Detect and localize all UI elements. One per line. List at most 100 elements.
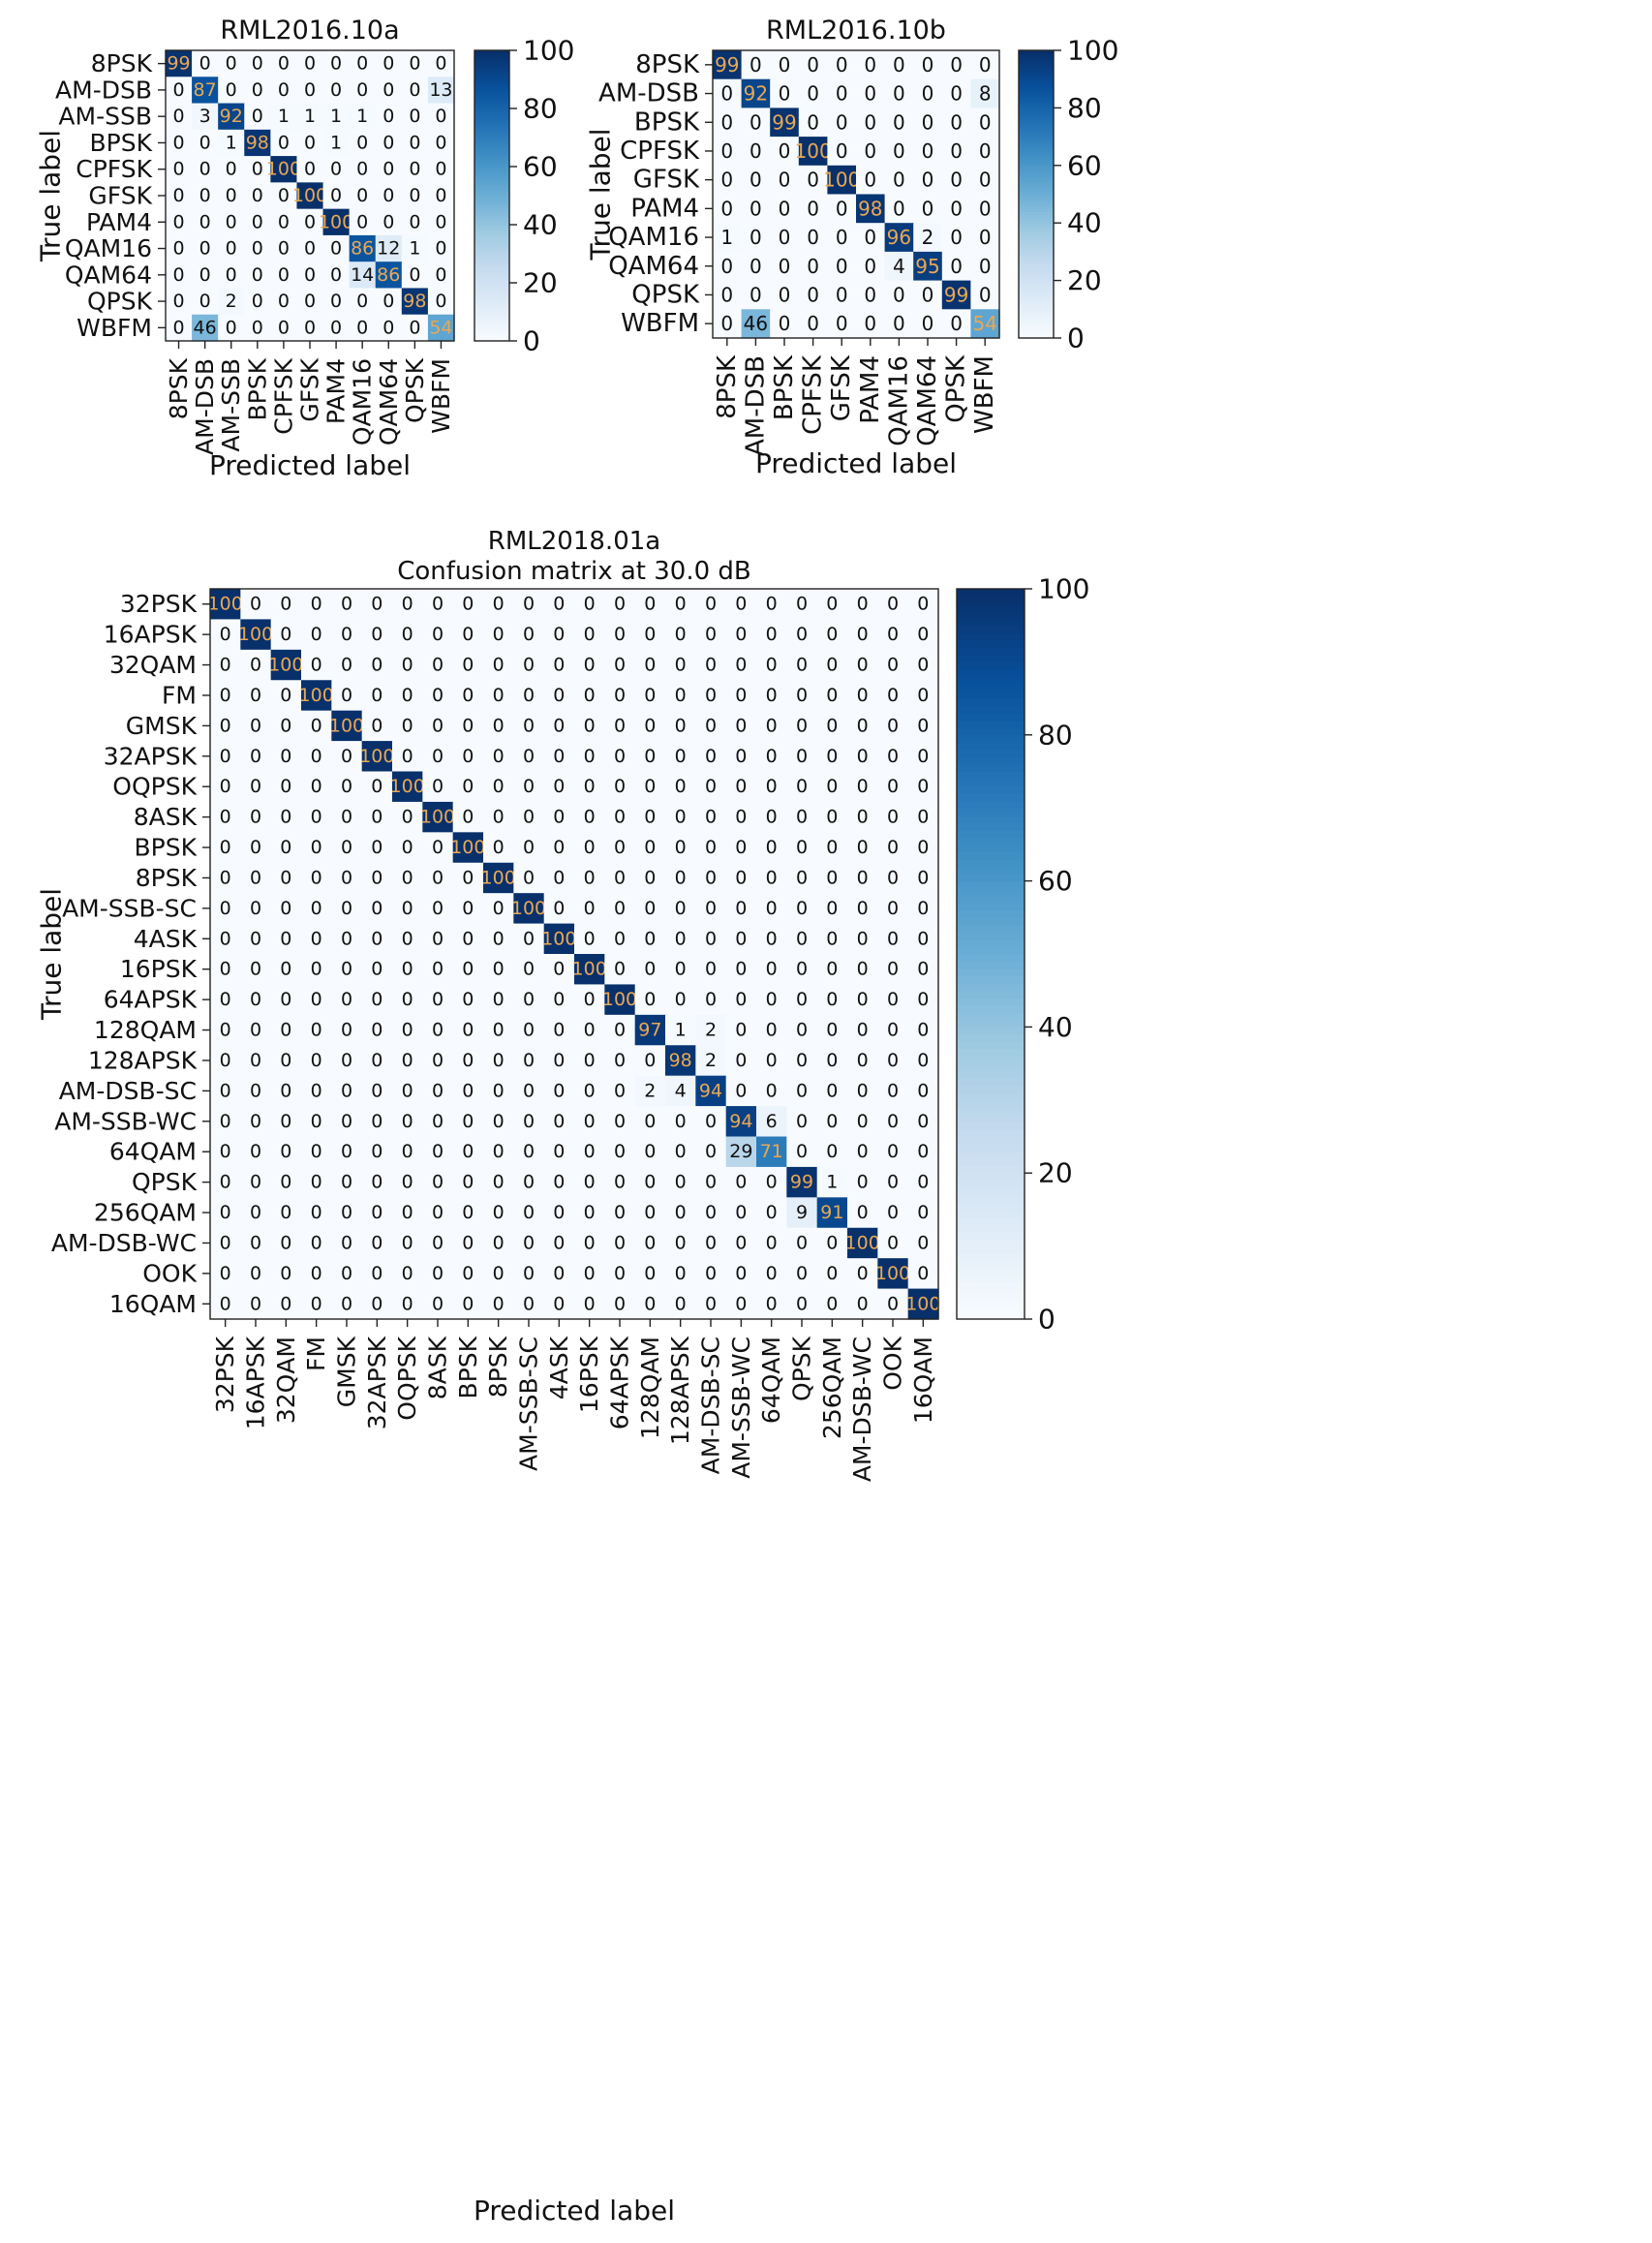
cell-value-label: 0 [584,867,596,888]
cell-value-label: 0 [493,594,505,615]
cell-value-label: 0 [584,655,596,676]
cell-value-label: 0 [402,685,413,706]
heatmap-cell [756,1197,787,1229]
y-tick-label: 32PSK [120,590,198,618]
cell-value-label: 0 [979,283,992,306]
cell-value-label: 0 [462,685,474,706]
cell-value-label: 0 [220,776,231,797]
cell-value-label: 0 [766,746,778,767]
colorbar-segment [957,938,1025,948]
y-axis-label: True label [585,128,617,261]
cell-value-label: 0 [311,715,322,736]
heatmap-cell [816,1288,848,1320]
heatmap-cell [604,1258,636,1290]
cell-value-label: 0 [341,685,352,706]
heatmap-cell [877,893,909,925]
colorbar-segment [474,190,509,194]
heatmap-cell [713,223,743,253]
cell-value-label: 0 [675,685,687,706]
heatmap-cell [827,309,857,339]
colorbar-segment [474,230,509,234]
heatmap-cell [665,832,696,864]
heatmap-cell [301,1288,332,1320]
heatmap-cell [770,50,800,80]
cell-value-label: 0 [857,959,869,980]
chart-title: RML2016.10a [220,15,399,46]
cell-value-label: 92 [220,106,243,127]
heatmap-cell [856,194,886,224]
cell-value-label: 0 [917,928,929,949]
cell-value-label: 0 [432,1293,444,1314]
heatmap-cell [361,862,393,894]
x-tick-label: QAM64 [375,358,403,446]
colorbar-segment [957,1180,1025,1188]
colorbar-segment [1019,245,1054,250]
colorbar-segment [957,749,1025,758]
heatmap-cell [270,1227,302,1259]
heatmap-cell [166,50,193,77]
heatmap-cell [725,771,757,803]
cell-value-label: 0 [705,959,717,980]
cell-value-label: 0 [462,1263,474,1284]
cell-value-label: 0 [675,1202,687,1223]
heatmap-cell [604,1014,636,1046]
heatmap-cell [884,137,914,167]
cell-value-label: 0 [462,1202,474,1223]
cell-value-label: 0 [614,746,626,767]
colorbar-segment [1019,332,1054,336]
cell-value-label: 0 [950,312,963,335]
cell-value-label: 0 [826,867,838,888]
cell-value-label: 0 [826,959,838,980]
heatmap-cell [513,649,545,681]
heatmap-cell [361,1075,393,1107]
heatmap-cell [392,1136,423,1168]
heatmap-cell [452,1197,484,1229]
heatmap-cell [361,1045,393,1077]
colorbar-segment [1019,251,1054,256]
cell-value-label: 0 [371,655,382,676]
heatmap-cell [970,309,1000,339]
cell-value-label: 0 [584,1263,596,1284]
heatmap-cell [331,1288,363,1320]
heatmap-cell [240,1045,272,1077]
cell-value-label: 0 [311,898,322,919]
cell-value-label: 0 [766,959,778,980]
heatmap-cell [361,1227,393,1259]
cell-value-label: 100 [541,928,576,949]
cell-value-label: 0 [857,655,869,676]
heatmap-cell [798,50,828,80]
heatmap-cell [941,78,971,108]
heatmap-cell [604,1288,636,1320]
cell-value-label: 0 [226,159,237,180]
heatmap-cell [695,1288,727,1320]
cell-value-label: 0 [304,291,316,312]
y-tick-label: AM-DSB-WC [51,1229,197,1257]
cell-value-label: 0 [766,928,778,949]
heatmap-cell [244,208,271,236]
colorbar-segment [957,1311,1025,1320]
cell-value-label: 0 [523,837,535,858]
cell-value-label: 0 [720,197,733,220]
colorbar-segment [1019,110,1054,114]
cell-value-label: 0 [705,928,717,949]
heatmap-cell [634,1197,666,1229]
cell-value-label: 0 [382,79,394,101]
cell-value-label: 1 [330,106,342,127]
heatmap-cell [301,984,332,1016]
heatmap-cell [634,1258,666,1290]
heatmap-cell [218,234,245,262]
heatmap-cell [695,1014,727,1046]
heatmap-cell [401,234,429,262]
colorbar-segment [474,309,509,313]
cell-value-label: 0 [735,928,747,949]
heatmap-cell [244,182,271,210]
cell-value-label: 0 [917,1141,929,1162]
heatmap-cell [634,954,666,986]
heatmap-cell [604,771,636,803]
heatmap-cell [816,893,848,925]
heatmap-cell [349,103,377,131]
cell-value-label: 0 [750,139,762,163]
heatmap-cell [695,984,727,1016]
heatmap-cell [725,801,757,833]
heatmap-cell [695,619,727,651]
